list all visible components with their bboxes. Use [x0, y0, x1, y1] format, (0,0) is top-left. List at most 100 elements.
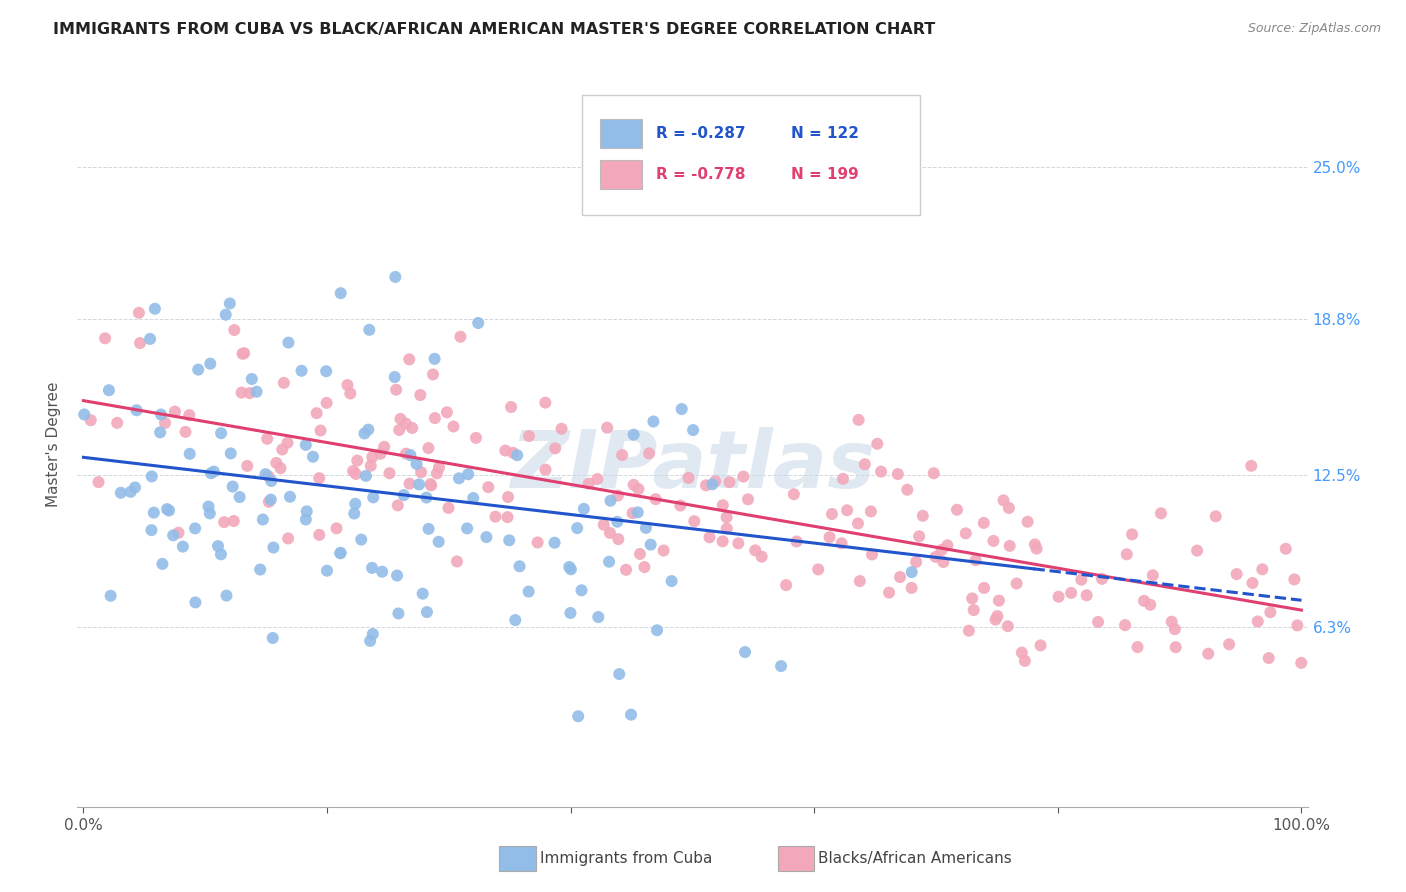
Point: [329, 286, 352, 301]
Point: [218, 296, 240, 310]
Point: [228, 490, 250, 504]
Point: [517, 584, 540, 599]
Point: [1240, 458, 1263, 473]
Point: [1164, 640, 1187, 655]
Point: [385, 568, 408, 582]
Point: [1087, 615, 1109, 629]
Point: [245, 384, 267, 399]
Text: R = -0.778: R = -0.778: [655, 168, 745, 182]
Point: [271, 442, 294, 457]
Point: [1139, 598, 1161, 612]
Point: [567, 521, 589, 535]
Point: [503, 613, 526, 627]
Point: [436, 405, 458, 419]
Point: [502, 446, 524, 460]
Point: [955, 526, 977, 541]
Point: [423, 411, 446, 425]
Point: [270, 461, 292, 475]
Point: [946, 502, 969, 516]
Point: [509, 559, 531, 574]
Point: [572, 502, 595, 516]
Point: [457, 467, 479, 482]
Point: [443, 419, 465, 434]
Point: [623, 478, 645, 492]
Point: [1291, 656, 1313, 670]
Point: [993, 493, 1015, 508]
Y-axis label: Master's Degree: Master's Degree: [46, 381, 62, 507]
Text: Source: ZipAtlas.com: Source: ZipAtlas.com: [1247, 22, 1381, 36]
Point: [156, 502, 179, 516]
Point: [141, 469, 163, 483]
Point: [567, 709, 589, 723]
Point: [463, 491, 485, 505]
Point: [900, 565, 922, 579]
Point: [1076, 588, 1098, 602]
Point: [716, 510, 738, 524]
Point: [1286, 618, 1309, 632]
Point: [342, 464, 364, 478]
Point: [198, 507, 221, 521]
Point: [157, 503, 180, 517]
Text: N = 199: N = 199: [792, 168, 859, 182]
Point: [607, 667, 630, 681]
Point: [389, 412, 412, 426]
Point: [276, 435, 298, 450]
Point: [1257, 651, 1279, 665]
Point: [496, 490, 519, 504]
Point: [398, 352, 420, 367]
Point: [354, 469, 377, 483]
Point: [849, 574, 872, 588]
Point: [1014, 654, 1036, 668]
Point: [1091, 572, 1114, 586]
Point: [818, 530, 841, 544]
Point: [711, 498, 734, 512]
Point: [257, 495, 280, 509]
Point: [139, 332, 162, 346]
Point: [295, 504, 318, 518]
Point: [309, 424, 332, 438]
Point: [598, 555, 620, 569]
Point: [621, 506, 644, 520]
Point: [408, 477, 430, 491]
Point: [215, 308, 238, 322]
Point: [908, 529, 931, 543]
Point: [1029, 639, 1052, 653]
Point: [623, 427, 645, 442]
Point: [727, 536, 749, 550]
Point: [308, 471, 330, 485]
Point: [643, 415, 665, 429]
Point: [734, 645, 756, 659]
Point: [427, 460, 450, 475]
FancyBboxPatch shape: [582, 95, 920, 215]
Point: [987, 593, 1010, 607]
Point: [571, 583, 593, 598]
Point: [384, 370, 406, 384]
Point: [427, 534, 450, 549]
Point: [599, 493, 621, 508]
Point: [496, 510, 519, 524]
Point: [401, 421, 423, 435]
Point: [633, 560, 655, 574]
Point: [231, 347, 253, 361]
Point: [302, 450, 325, 464]
Point: [610, 448, 633, 462]
Point: [1114, 618, 1136, 632]
Point: [484, 509, 506, 524]
Point: [222, 514, 245, 528]
Point: [361, 561, 384, 575]
Point: [711, 534, 734, 549]
Point: [325, 521, 347, 535]
Point: [1011, 646, 1033, 660]
Point: [973, 581, 995, 595]
Point: [671, 402, 693, 417]
Point: [634, 521, 657, 535]
Point: [702, 477, 724, 491]
Point: [273, 376, 295, 390]
Point: [1205, 509, 1227, 524]
Point: [932, 555, 955, 569]
Point: [256, 432, 278, 446]
Point: [1274, 541, 1296, 556]
Point: [149, 425, 172, 440]
Point: [150, 557, 173, 571]
Point: [174, 425, 197, 439]
